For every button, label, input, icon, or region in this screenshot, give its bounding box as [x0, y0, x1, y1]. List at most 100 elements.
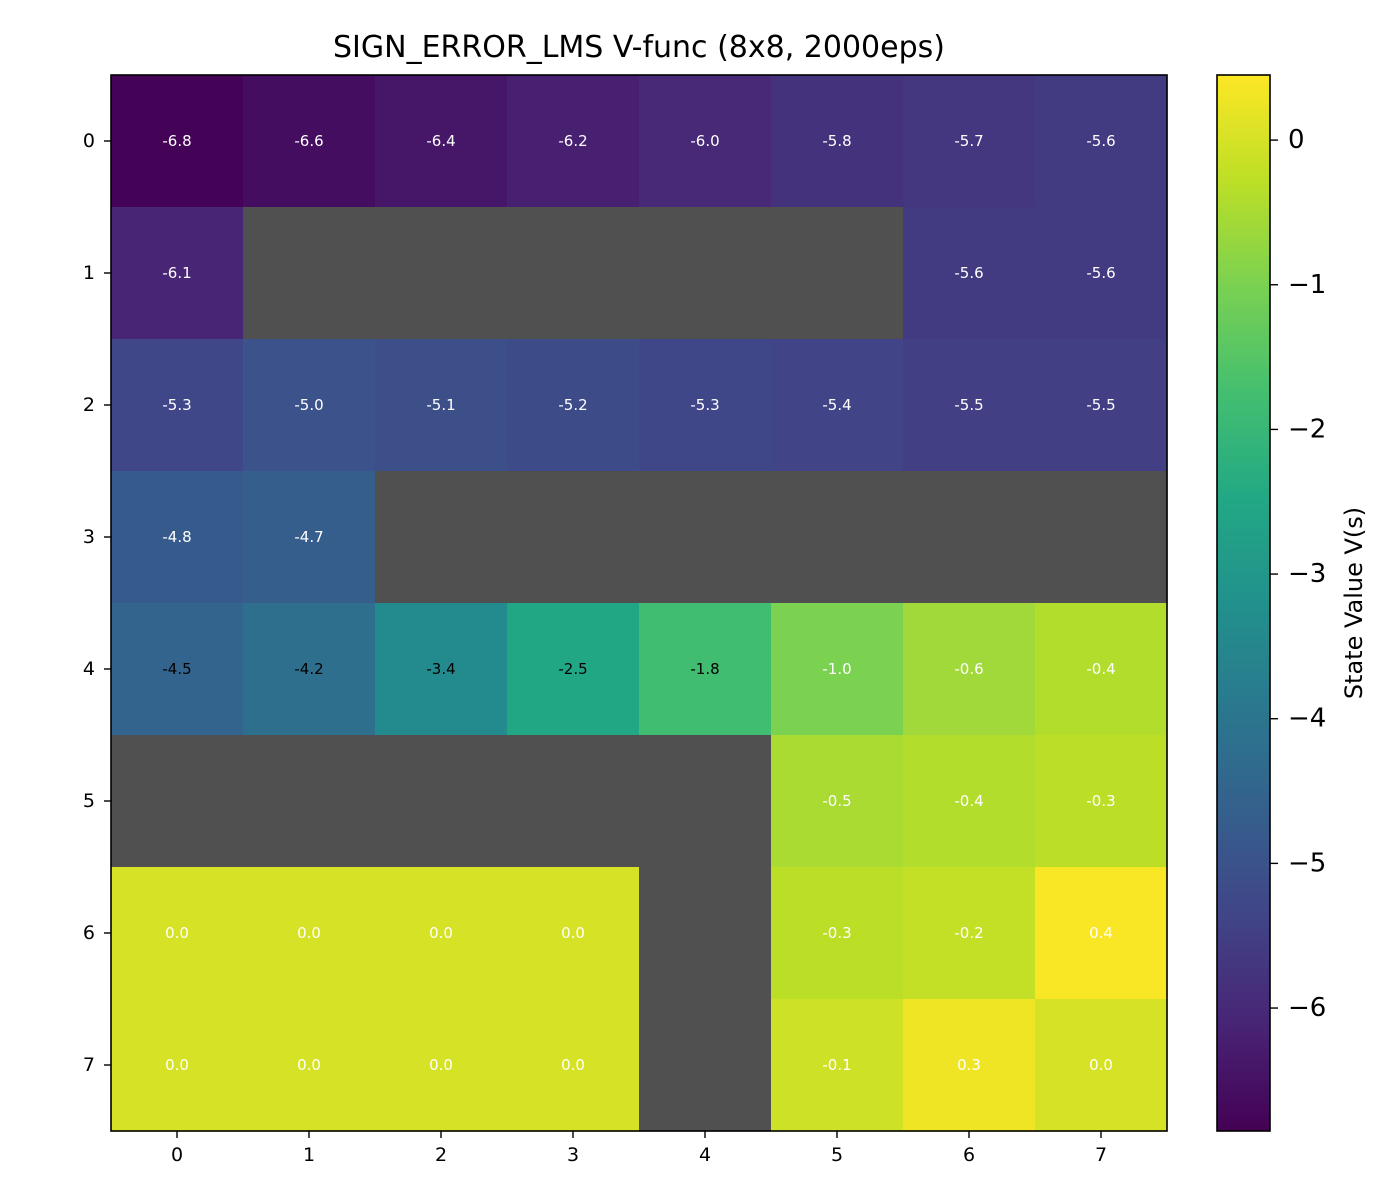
cell-value-label: 0.0 — [561, 1056, 585, 1074]
wall-cell — [243, 735, 376, 868]
cell-value-label: -5.8 — [822, 132, 851, 150]
heatmap-cell — [375, 603, 508, 736]
cell-value-label: 0.0 — [297, 924, 321, 942]
wall-cell — [771, 207, 904, 340]
cell-value-label: -6.4 — [426, 132, 455, 150]
cell-value-label: -5.5 — [954, 396, 983, 414]
heatmap-cell — [243, 339, 376, 472]
heatmap-cell — [903, 867, 1036, 1000]
y-tick-label: 0 — [83, 130, 95, 152]
colorbar-label: State Value V(s) — [1340, 507, 1368, 699]
cell-value-label: -5.3 — [162, 396, 191, 414]
chart-title: SIGN_ERROR_LMS V-func (8x8, 2000eps) — [333, 30, 945, 65]
heatmap-cell — [507, 75, 640, 208]
plot-frame — [110, 74, 1168, 1132]
wall-cell — [639, 867, 772, 1000]
cell-value-label: -6.2 — [558, 132, 587, 150]
heatmap-cell — [243, 471, 376, 604]
x-tick-label: 7 — [1095, 1144, 1107, 1166]
heatmap-cell — [111, 75, 244, 208]
cell-value-label: -5.6 — [1086, 132, 1115, 150]
cell-value-label: -2.5 — [558, 660, 587, 678]
cell-value-label: -0.4 — [1086, 660, 1115, 678]
heatmap-cell — [507, 999, 640, 1132]
heatmap-cell — [111, 867, 244, 1000]
y-tick-label: 6 — [83, 922, 95, 944]
heatmap-cell — [243, 999, 376, 1132]
cell-value-label: -0.3 — [1086, 792, 1115, 810]
heatmap-cell — [903, 999, 1036, 1132]
heatmap-cell — [111, 207, 244, 340]
cell-value-label: -4.5 — [162, 660, 191, 678]
x-tick-label: 0 — [171, 1144, 183, 1166]
heatmap-cell-labels: -6.8 -6.6 -6.4 -6.2 -6.0 -5.8 -5.7 -5.6 -6.1 -5.6… — [162, 132, 1115, 1074]
heatmap-cell — [1035, 603, 1168, 736]
heatmap-cell — [243, 867, 376, 1000]
x-axis-ticks: 0 1 2 3 4 5 6 7 — [171, 1131, 1107, 1166]
heatmap-cell — [375, 75, 508, 208]
cell-value-label: -3.4 — [426, 660, 455, 678]
wall-cell — [639, 999, 772, 1132]
y-tick-label: 1 — [83, 262, 95, 284]
wall-cell — [507, 207, 640, 340]
cell-value-label: 0.0 — [1089, 1056, 1113, 1074]
wall-cell — [507, 735, 640, 868]
heatmap-cell — [1035, 75, 1168, 208]
heatmap-cell — [639, 75, 772, 208]
cell-value-label: -0.3 — [822, 924, 851, 942]
cell-value-label: -5.6 — [1086, 264, 1115, 282]
heatmap-cell — [111, 471, 244, 604]
heatmap-cell — [771, 999, 904, 1132]
colorbar-tick-label: −4 — [1288, 704, 1326, 734]
cell-value-label: -0.2 — [954, 924, 983, 942]
x-tick-label: 4 — [699, 1144, 711, 1166]
colorbar-tick-label: −3 — [1288, 559, 1326, 589]
cell-value-label: -5.7 — [954, 132, 983, 150]
cell-value-label: -5.5 — [1086, 396, 1115, 414]
wall-cell — [771, 471, 904, 604]
cell-value-label: -5.3 — [690, 396, 719, 414]
wall-cell — [111, 735, 244, 868]
y-tick-label: 4 — [83, 658, 95, 680]
cell-value-label: -0.4 — [954, 792, 983, 810]
heatmap-cell — [1035, 207, 1168, 340]
x-tick-label: 3 — [567, 1144, 579, 1166]
wall-cell — [639, 207, 772, 340]
cell-value-label: -6.6 — [294, 132, 323, 150]
x-tick-label: 5 — [831, 1144, 843, 1166]
heatmap-cell — [903, 75, 1036, 208]
heatmap-cell — [1035, 867, 1168, 1000]
colorbar-tick-label: −2 — [1288, 414, 1326, 444]
cell-value-label: -5.2 — [558, 396, 587, 414]
heatmap-cell — [903, 339, 1036, 472]
heatmap-cell — [903, 207, 1036, 340]
cell-value-label: -4.8 — [162, 528, 191, 546]
cell-value-label: -1.0 — [822, 660, 851, 678]
cell-value-label: -0.1 — [822, 1056, 851, 1074]
heatmap-cell — [111, 999, 244, 1132]
cell-value-label: -1.8 — [690, 660, 719, 678]
cell-value-label: 0.3 — [957, 1056, 981, 1074]
cell-value-label: 0.0 — [165, 924, 189, 942]
wall-cell — [375, 735, 508, 868]
wall-cell — [639, 735, 772, 868]
cell-value-label: 0.0 — [429, 924, 453, 942]
heatmap-cell — [111, 339, 244, 472]
heatmap-cell — [375, 339, 508, 472]
cell-value-label: -5.4 — [822, 396, 851, 414]
wall-cell — [375, 207, 508, 340]
heatmap-cell — [771, 603, 904, 736]
cell-value-label: -0.6 — [954, 660, 983, 678]
heatmap-cell — [243, 603, 376, 736]
wall-cell — [903, 471, 1036, 604]
y-tick-label: 5 — [83, 790, 95, 812]
y-tick-label: 7 — [83, 1054, 95, 1076]
cell-value-label: -5.1 — [426, 396, 455, 414]
cell-value-label: -0.5 — [822, 792, 851, 810]
heatmap-cell — [1035, 339, 1168, 472]
heatmap-cell — [639, 603, 772, 736]
y-axis-ticks: 0 1 2 3 4 5 6 7 — [83, 130, 111, 1076]
heatmap-cell — [507, 603, 640, 736]
heatmap-cell — [1035, 999, 1168, 1132]
